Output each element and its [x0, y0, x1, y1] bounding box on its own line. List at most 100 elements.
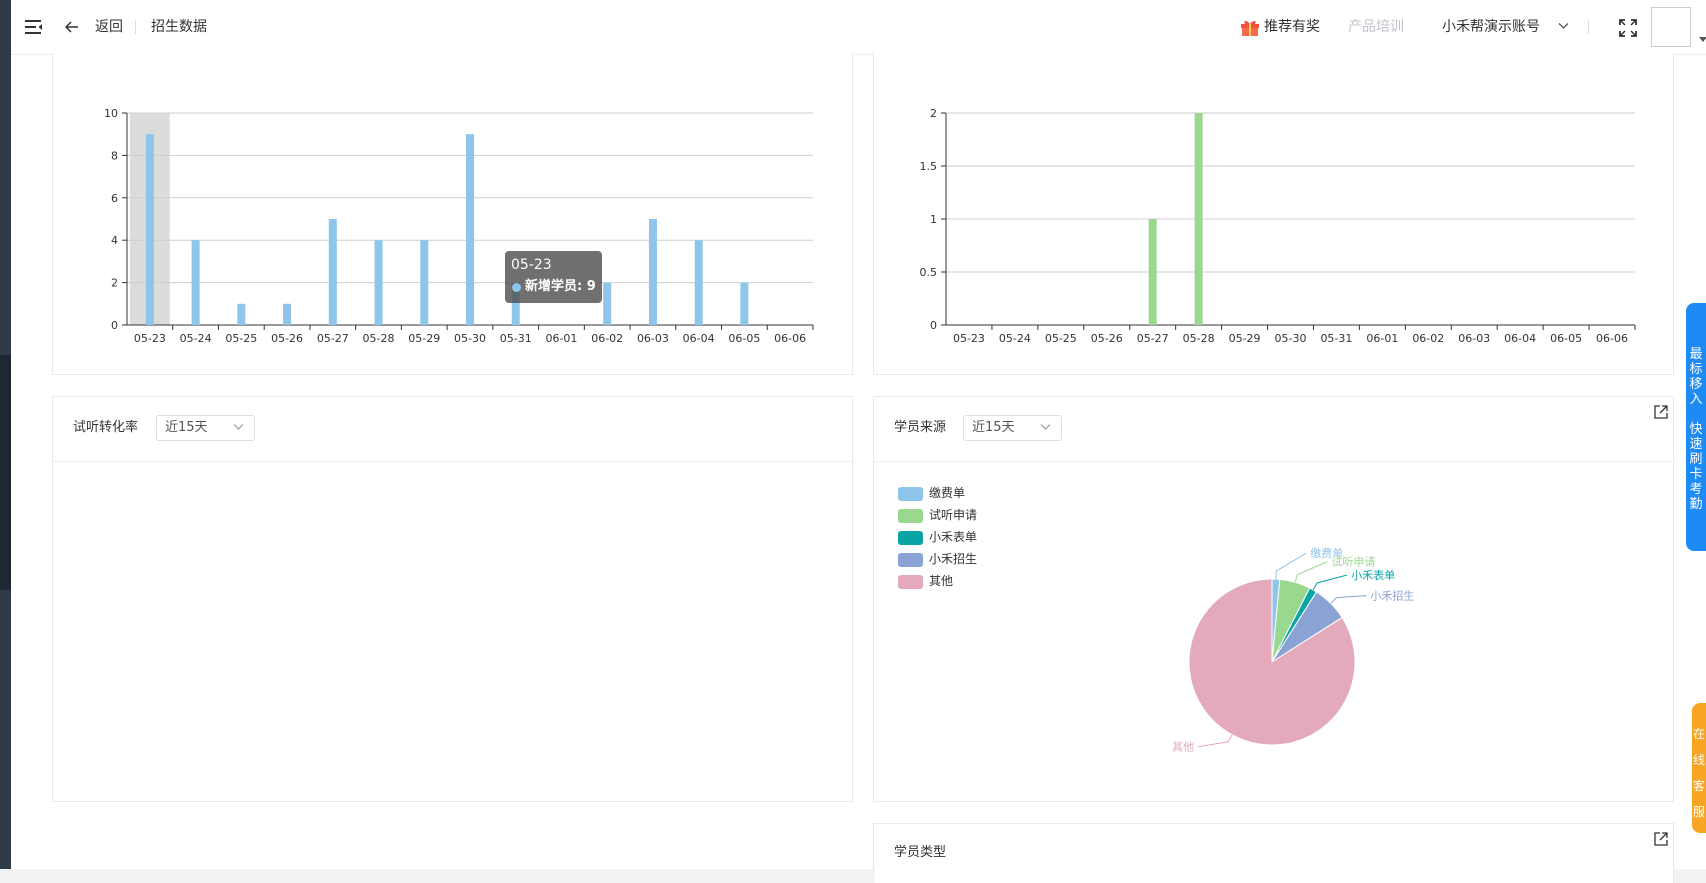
x-tick-label: 05-23: [134, 332, 166, 345]
side-tab-char: 最: [1689, 347, 1703, 362]
external-link-icon[interactable]: [1654, 405, 1668, 419]
x-tick-label: 05-26: [1091, 332, 1123, 345]
pie-label-line: [1312, 574, 1348, 591]
bar: [420, 240, 429, 325]
y-tick-label: 1.5: [920, 160, 938, 173]
online-service-tab[interactable]: 在线客服: [1692, 703, 1706, 833]
legend-item[interactable]: 其他: [898, 573, 953, 589]
x-tick-label: 05-24: [999, 332, 1031, 345]
chart-tooltip: 05-23 新增学员: 9: [505, 251, 602, 303]
header-divider-right: [1588, 20, 1589, 34]
fullscreen-icon[interactable]: [1619, 19, 1637, 37]
legend-swatch: [898, 574, 923, 589]
legend-label: 其他: [929, 574, 954, 588]
y-tick-label: 0: [111, 319, 118, 332]
external-link-icon[interactable]: [1654, 832, 1668, 846]
caret-down-icon[interactable]: [1699, 37, 1706, 42]
side-tab-char: 考: [1689, 482, 1703, 497]
x-tick-label: 06-04: [1504, 332, 1536, 345]
legend-label: 试听申请: [929, 508, 978, 522]
range-select-value: 近15天: [972, 420, 1015, 435]
side-tab-char: 勤: [1689, 497, 1703, 512]
pie-label: 小禾招生: [1370, 589, 1414, 603]
pie-label-line: [1275, 552, 1307, 580]
side-tab-char: 客: [1692, 779, 1705, 793]
training-link[interactable]: 产品培训: [1348, 19, 1404, 35]
pie-label-line: [1294, 561, 1328, 583]
menu-collapse-icon[interactable]: [25, 19, 43, 35]
side-tab-char: 卡: [1689, 467, 1703, 482]
account-menu[interactable]: 小禾帮演示账号: [1442, 19, 1540, 35]
pie-label-line: [1330, 595, 1367, 604]
y-tick-label: 10: [104, 107, 118, 120]
top-header: 返回 招生数据 推荐有奖 产品培训 小禾帮演示账号: [11, 0, 1706, 55]
legend-swatch: [898, 486, 923, 501]
reward-link[interactable]: 推荐有奖: [1264, 19, 1320, 35]
side-tab-char: 线: [1692, 753, 1705, 767]
y-tick-label: 1: [930, 213, 937, 226]
pie-label: 其他: [1172, 741, 1194, 754]
range-select[interactable]: 近15天: [156, 415, 255, 441]
header-divider: [135, 20, 136, 34]
legend-label: 小禾表单: [929, 530, 978, 544]
avatar[interactable]: [1651, 7, 1691, 47]
x-tick-label: 05-31: [1320, 332, 1352, 345]
legend-label: 缴费单: [929, 486, 966, 500]
trial-students-chart: 0 0.5 1 1.5 2 05-23 05-24 05-25 05-26 05-27 05-28 0…: [920, 107, 1636, 345]
arrow-left-icon[interactable]: [65, 21, 79, 33]
legend-item[interactable]: 试听申请: [898, 507, 977, 523]
y-tick-label: 8: [111, 149, 118, 162]
back-link[interactable]: 返回: [95, 19, 123, 35]
bar: [603, 282, 612, 325]
card-title: 试听转化率: [73, 420, 139, 435]
legend-swatch: [898, 508, 923, 523]
legend-item[interactable]: 小禾招生: [898, 551, 977, 567]
x-tick-label: 05-30: [454, 332, 486, 345]
legend-item[interactable]: 缴费单: [898, 485, 965, 501]
y-tick-label: 4: [111, 234, 118, 247]
pie-label-line: [1198, 734, 1233, 748]
bar: [740, 282, 749, 325]
x-tick-label: 05-23: [953, 332, 985, 345]
x-tick-label: 05-31: [500, 332, 532, 345]
side-tab-char: 速: [1689, 437, 1703, 452]
side-tab-char: 刷: [1689, 452, 1703, 467]
x-tick-label: 06-01: [1366, 332, 1398, 345]
bar: [511, 282, 520, 325]
x-tick-label: 06-01: [545, 332, 577, 345]
x-tick-label: 05-25: [225, 332, 257, 345]
legend-item[interactable]: 小禾表单: [898, 529, 977, 545]
legend-swatch: [898, 552, 923, 567]
side-tab-char: 快: [1689, 422, 1703, 437]
x-tick-label: 06-04: [683, 332, 715, 345]
bar: [1148, 219, 1157, 325]
chevron-down-icon[interactable]: [1558, 22, 1569, 30]
tooltip-series-dot: [512, 283, 521, 292]
x-tick-label: 05-27: [317, 332, 349, 345]
y-tick-label: 0.5: [920, 266, 938, 279]
card-divider: [874, 461, 1673, 462]
quick-checkin-tab[interactable]: 最标移入 快速刷卡考勤: [1686, 303, 1706, 551]
student-type-card: 学员类型: [873, 823, 1674, 883]
new-students-chart: 0 2 4 6 8 10 05-23 05-24 05-25 05-26 05-27 05-28 05-…: [104, 107, 814, 345]
bar: [1194, 113, 1203, 325]
x-tick-label: 05-26: [271, 332, 303, 345]
y-tick-label: 2: [930, 107, 937, 120]
new-students-card: 0 2 4 6 8 10 05-23 05-24 05-25 05-26 05-27 05-28 05-…: [52, 53, 853, 375]
bar: [328, 219, 337, 325]
bar: [283, 303, 292, 325]
x-tick-label: 05-27: [1137, 332, 1169, 345]
range-select-value: 近15天: [165, 420, 208, 435]
x-tick-label: 05-28: [363, 332, 395, 345]
chevron-down-icon: [233, 424, 244, 430]
x-tick-label: 06-06: [774, 332, 806, 345]
pie-label: 小禾表单: [1351, 568, 1395, 582]
card-title: 学员来源: [894, 420, 947, 435]
x-tick-label: 06-02: [591, 332, 623, 345]
side-tab-char: 入: [1689, 392, 1703, 407]
range-select[interactable]: 近15天: [963, 415, 1062, 441]
trial-students-card: 0 0.5 1 1.5 2 05-23 05-24 05-25 05-26 05-27 05-28 0…: [873, 53, 1674, 375]
bar: [191, 240, 200, 325]
x-tick-label: 05-29: [408, 332, 440, 345]
